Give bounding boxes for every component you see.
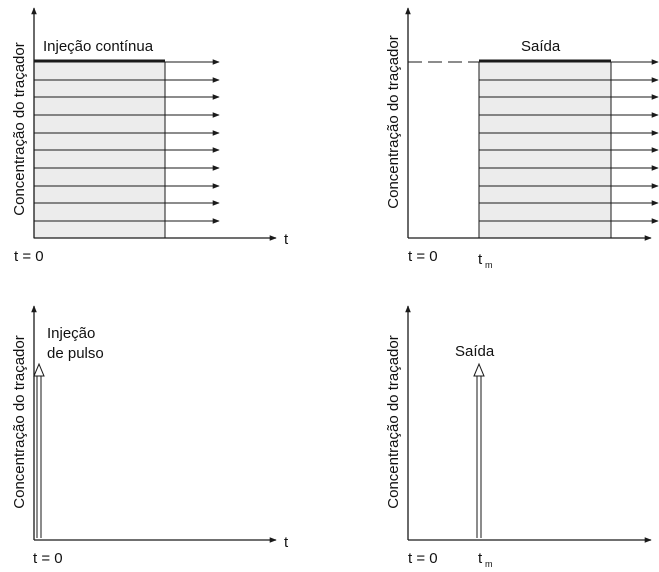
- origin-label: t = 0: [408, 248, 438, 265]
- y-axis-label: Concentração do traçador: [385, 335, 402, 508]
- pulse-arrowhead: [33, 362, 45, 377]
- annotation-line-1: Injeção contínua: [43, 38, 154, 55]
- pulse-arrowhead: [473, 362, 485, 377]
- mean-time-subscript: m: [485, 260, 493, 270]
- annotation-line-1: Injeção: [47, 325, 95, 342]
- x-axis-label: t: [284, 231, 289, 248]
- flow-arrows: [479, 59, 659, 224]
- flow-arrows: [34, 59, 220, 224]
- annotation-line-1: Saída: [455, 343, 495, 360]
- pulse-spike: [473, 362, 485, 538]
- origin-label: t = 0: [14, 248, 44, 265]
- y-axis-label: Concentração do traçador: [11, 42, 28, 215]
- y-axis-label: Concentração do traçador: [385, 35, 402, 208]
- mean-time-label: t: [478, 251, 483, 268]
- x-axis-label: t: [284, 534, 289, 551]
- panel-continuous-output: Concentração do traçador t = 0 Saída t m: [385, 7, 659, 270]
- origin-label: t = 0: [408, 550, 438, 567]
- mean-time-label: t: [478, 550, 483, 567]
- mean-time-subscript: m: [485, 559, 493, 567]
- annotation-line-1: Saída: [521, 38, 561, 55]
- panel-pulse-output: Concentração do traçador t = 0 Saída t m: [385, 305, 652, 569]
- origin-label: t = 0: [33, 550, 63, 567]
- panel-continuous-input: Concentração do traçador t t = 0 Injeção…: [11, 7, 289, 265]
- annotation-line-2: de pulso: [47, 345, 104, 362]
- y-axis-label: Concentração do traçador: [11, 335, 28, 508]
- pulse-spike: [33, 362, 45, 538]
- panel-pulse-input: Concentração do traçador t t = 0 Injeção…: [11, 305, 289, 567]
